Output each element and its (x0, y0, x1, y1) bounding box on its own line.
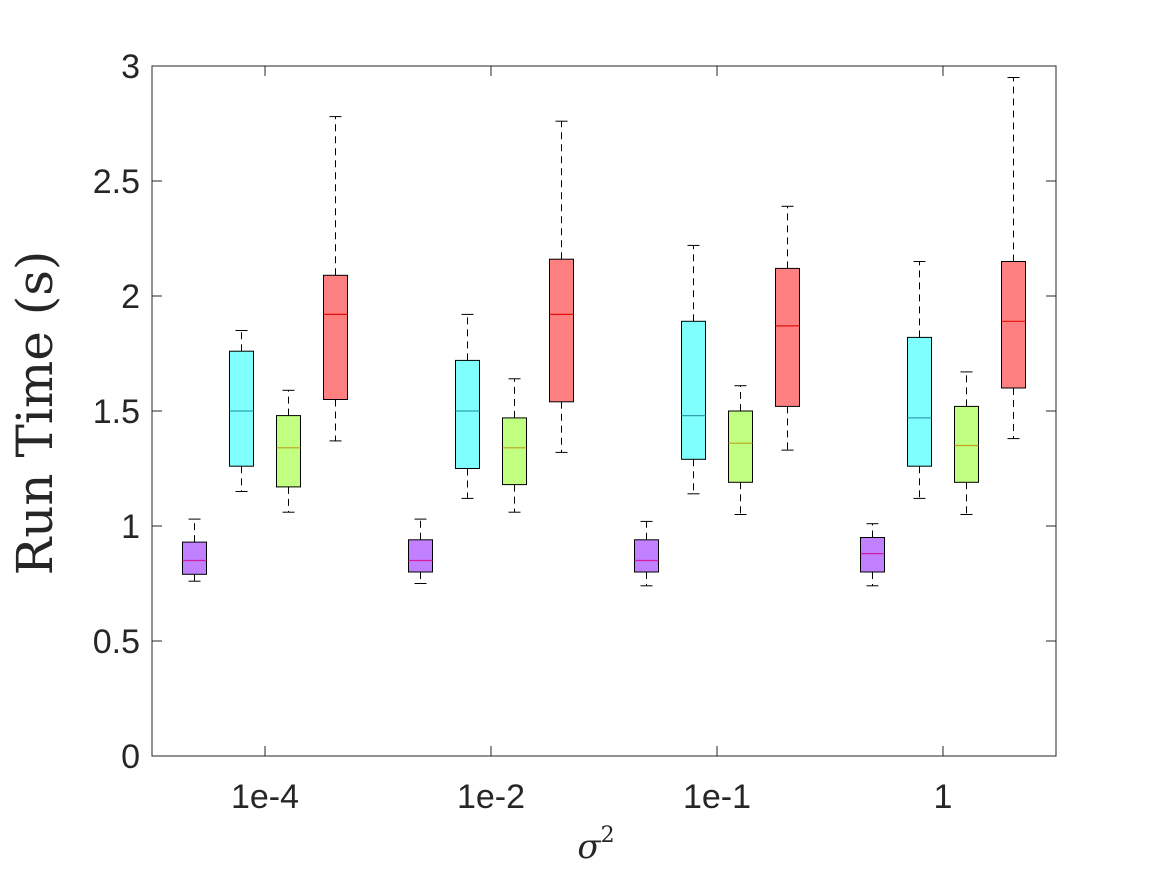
box-green-1e-4-box (276, 415, 301, 488)
y-tick-label: 3 (121, 48, 140, 86)
x-tick-label: 1e-1 (683, 778, 751, 816)
box-red-1e-1-box (775, 267, 800, 407)
y-tick-label: 1.5 (93, 393, 140, 431)
x-tick-label: 1e-4 (231, 778, 299, 816)
y-tick-label: 1 (121, 508, 140, 546)
x-axis-label-superscript: 2 (601, 823, 615, 848)
box-green-1-box (954, 405, 979, 483)
y-axis-label: Run Time (s) (6, 251, 64, 576)
plot-area: 0 0.5 1 1.5 2 2.5 3 1e-4 1e-2 1e-1 1 (93, 48, 1057, 816)
box-cyan-1-box (907, 336, 932, 467)
box-red-1-box (1001, 261, 1026, 389)
box-purple-1e-1-box (634, 539, 659, 573)
y-tick-label: 2 (121, 278, 140, 316)
x-tick-label: 1e-2 (457, 778, 525, 816)
y-tick-label: 2.5 (93, 163, 140, 201)
box-green-1e-1-box (728, 410, 753, 483)
y-tick-label: 0 (121, 738, 140, 776)
x-axis-label: σ2 (577, 823, 614, 867)
box-purple-1e-2-box (408, 539, 433, 573)
box-cyan-1e-4-box (229, 350, 254, 467)
box-red-1e-2-box (549, 258, 574, 403)
box-purple-1e-4-box (182, 541, 207, 575)
box-purple-1-box (860, 537, 885, 573)
box-green-1e-2-box (502, 417, 527, 486)
x-axis-label-symbol: σ (577, 827, 601, 867)
x-tick-label: 1 (934, 778, 953, 816)
box-cyan-1e-1-box (681, 320, 706, 460)
box-red-1e-4-box (323, 274, 348, 400)
box-cyan-1e-2-box (455, 359, 480, 469)
y-tick-label: 0.5 (93, 623, 140, 661)
